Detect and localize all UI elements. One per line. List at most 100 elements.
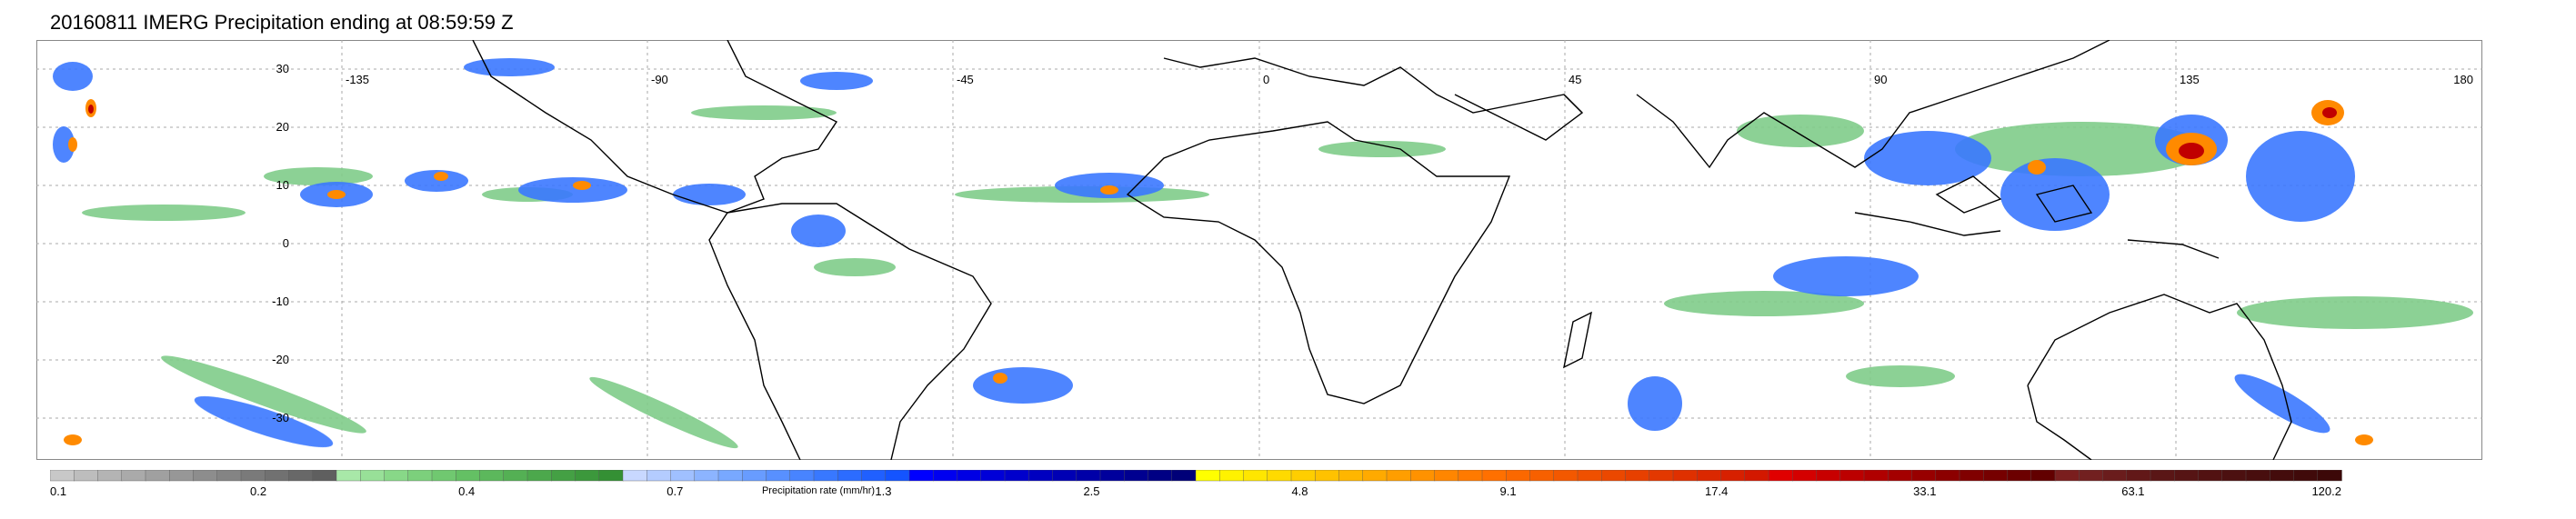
colorbar-bin [1267,470,1292,482]
colorbar-bin [837,470,863,482]
colorbar-bin [1911,470,1937,482]
colorbar-tick-label: 9.1 [1500,484,1517,498]
colorbar-tick-label: 1.3 [875,484,891,498]
colorbar-bin [1458,470,1483,482]
colorbar-tick-label: 0.1 [50,484,66,498]
colorbar-bin [1004,470,1029,482]
colorbar-bin [2054,470,2080,482]
graticule [36,40,2482,460]
latitude-label: -30 [272,411,289,424]
colorbar-bin [717,470,743,482]
colorbar-bin [1744,470,1769,482]
colorbar-tick-label: 4.8 [1291,484,1308,498]
colorbar-bin [456,470,481,482]
latitude-label: 0 [283,236,289,250]
colorbar-bin [1959,470,1984,482]
colorbar-bin [97,470,123,482]
colorbar-bin [861,470,887,482]
colorbar-tick-label: 0.4 [458,484,475,498]
longitude-label: 135 [2180,73,2200,86]
colorbar-bin [312,470,337,482]
colorbar-bin [766,470,791,482]
colorbar-bin [1315,470,1340,482]
colorbar-bin [1935,470,1960,482]
precipitation-map: -135 -90 -45 0 45 90 135 180 30 20 10 0 -10 -20 -30 [36,40,2482,460]
colorbar-bin [1863,470,1889,482]
longitude-label: -90 [651,73,668,86]
colorbar-bin [694,470,719,482]
colorbar-bin [2245,470,2270,482]
latitude-label: -10 [272,294,289,308]
colorbar-bin [1649,470,1674,482]
longitude-label: 180 [2453,73,2473,86]
colorbar-bin [1720,470,1746,482]
colorbar-bin [1028,470,1054,482]
colorbar-bin [240,470,266,482]
colorbar-title: Precipitation rate (mm/hr) [761,485,876,496]
colorbar-tick-label: 33.1 [1913,484,1936,498]
colorbar-bin [1983,470,2009,482]
colorbar-bin [431,470,456,482]
colorbar-tick-label: 120.2 [2311,484,2341,498]
colorbar-bin [2270,470,2295,482]
moderate-precipitation-layer [53,58,2355,448]
colorbar-bin [193,470,218,482]
longitude-label: 90 [1874,73,1887,86]
latitude-label: 20 [276,120,289,134]
map-title: 20160811 IMERG Precipitation ending at 0… [50,11,514,34]
colorbar-bin [647,470,672,482]
colorbar-bin [2293,470,2319,482]
colorbar-bin [1410,470,1436,482]
colorbar-bin [169,470,195,482]
colorbar-bin [1792,470,1818,482]
colorbar-bin [1888,470,1913,482]
colorbar-bin [1052,470,1078,482]
colorbar-bin [121,470,146,482]
colorbar-bin [1386,470,1411,482]
colorbar-bin [1099,470,1125,482]
colorbar-bin [407,470,433,482]
colorbar-bin [1601,470,1627,482]
colorbar-bin [1171,470,1197,482]
colorbar-bin [2317,470,2342,482]
extreme-precipitation-layer [88,105,2337,159]
colorbar-bin [50,470,75,482]
colorbar-bin [1338,470,1364,482]
longitude-label: -45 [957,73,974,86]
colorbar-bin [1697,470,1722,482]
colorbar-bin [1148,470,1173,482]
colorbar-tick-label: 0.2 [250,484,266,498]
colorbar-bin [2030,470,2056,482]
colorbar-bin [908,470,934,482]
colorbar-bin [503,470,528,482]
colorbar-bin [1553,470,1579,482]
longitude-label: 45 [1569,73,1581,86]
colorbar-bin [216,470,242,482]
latitude-labels: 30 20 10 0 -10 -20 -30 [272,62,289,424]
colorbar-bin [885,470,910,482]
colorbar-bin [526,470,552,482]
colorbar-bin [336,470,361,482]
colorbar-bin [1529,470,1555,482]
colorbar-bin [2102,470,2128,482]
colorbar-bin [575,470,600,482]
latitude-label: 10 [276,178,289,192]
colorbar-bin [1124,470,1149,482]
colorbar-bin [145,470,170,482]
latitude-label: 30 [276,62,289,75]
colorbar-bin [957,470,982,482]
colorbar-bin [598,470,624,482]
colorbar-bin [479,470,505,482]
colorbar-bin [551,470,576,482]
colorbar-bin [1195,470,1220,482]
colorbar-bin [1816,470,1841,482]
colorbar-bin [1839,470,1865,482]
colorbar-bin [933,470,958,482]
colorbar-bin [813,470,838,482]
latitude-label: -20 [272,353,289,366]
colorbar-tick-label: 63.1 [2121,484,2144,498]
colorbar-bin [2007,470,2032,482]
colorbar-bin [1243,470,1268,482]
colorbar-bin [288,470,314,482]
colorbar-bin [1672,470,1698,482]
